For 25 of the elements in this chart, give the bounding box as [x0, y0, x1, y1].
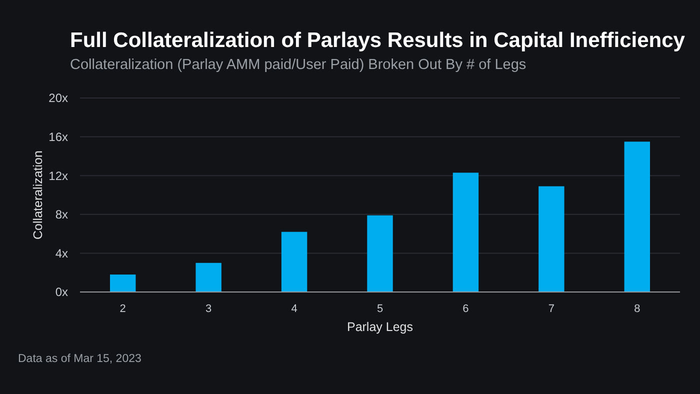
x-tick-label: 3 — [206, 303, 212, 315]
y-tick-label: 0x — [55, 285, 68, 300]
y-tick-label: 8x — [55, 208, 68, 222]
bar — [624, 142, 650, 292]
bar — [281, 232, 308, 292]
chart-title: Full Collateralization of Parlays Results in Capital Inefficiency — [70, 29, 686, 52]
bar — [110, 274, 136, 292]
x-tick-label: 4 — [291, 303, 298, 315]
x-tick-label: 2 — [120, 303, 126, 315]
text: Data as of Mar 15, 2023 — [18, 353, 142, 365]
y-tick-label: 16x — [48, 130, 68, 144]
x-tick-label: 8 — [634, 303, 640, 315]
bar — [452, 172, 479, 292]
x-tick-label: 7 — [548, 303, 554, 315]
bar — [196, 262, 222, 292]
y-axis-title: Collateralization — [31, 150, 45, 240]
y-tick-label: 4x — [55, 246, 68, 260]
chart-subtitle: Collateralization (Parlay AMM paid/User Paid) Broken Out By # of Legs — [70, 57, 526, 73]
bar — [367, 215, 393, 292]
y-tick-label: 12x — [48, 168, 68, 183]
x-tick-label: 5 — [376, 303, 384, 315]
x-tick-label: 6 — [462, 303, 469, 315]
bar — [538, 186, 564, 292]
y-tick-label: 20x — [48, 91, 68, 106]
x-axis-title: Parlay Legs — [346, 320, 414, 334]
